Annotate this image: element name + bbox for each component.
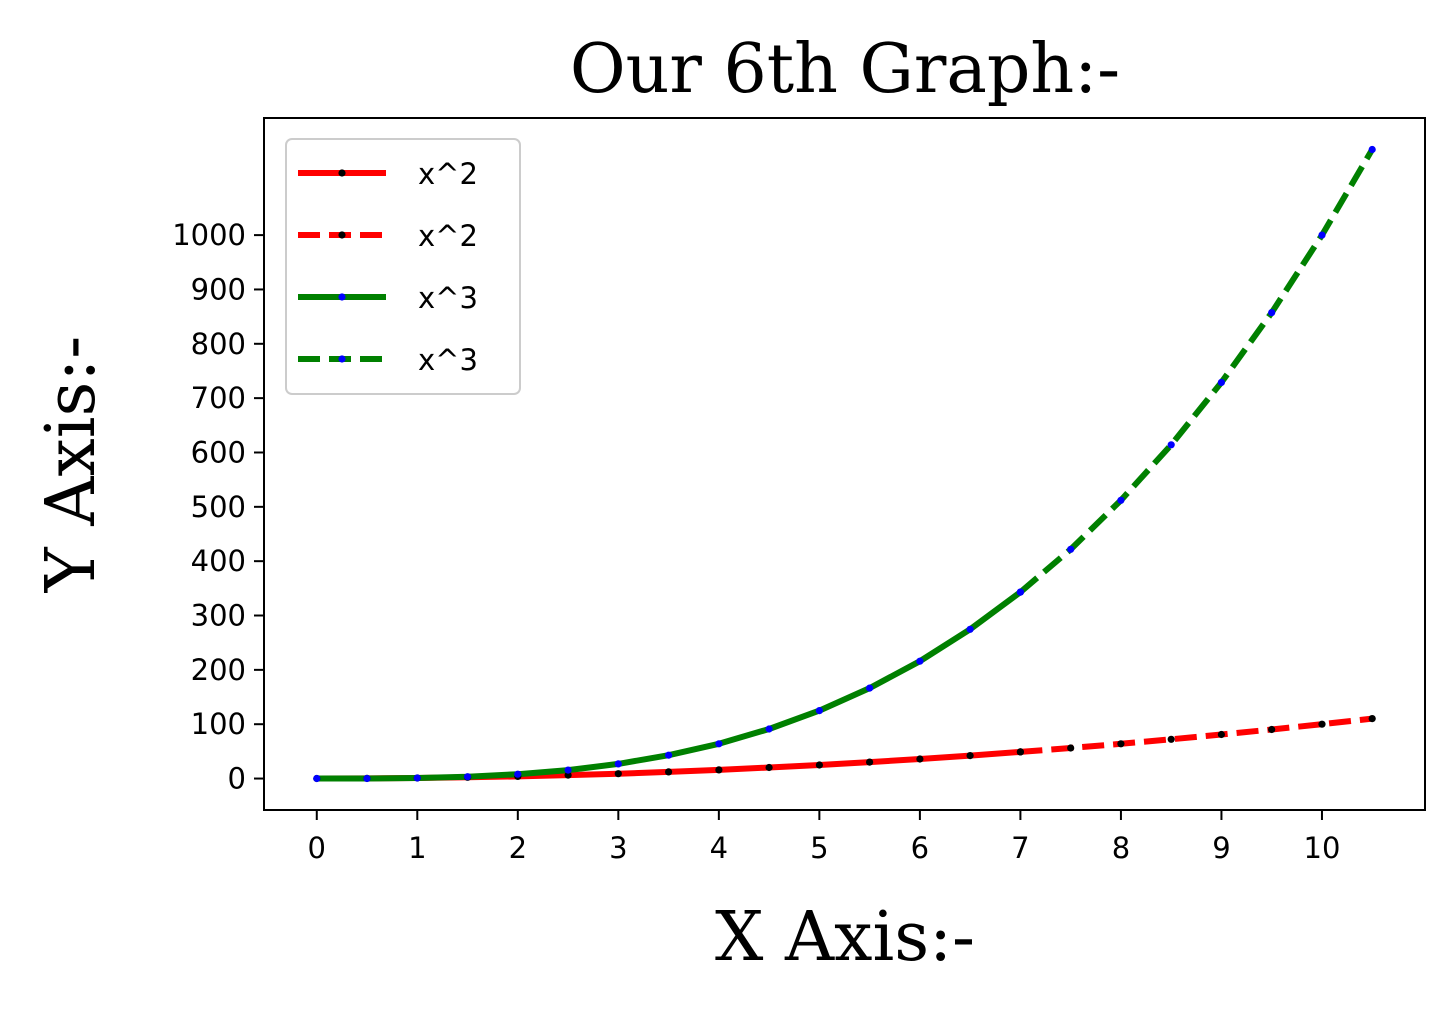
y-tick-label: 500 xyxy=(191,490,246,524)
x-tick-label: 0 xyxy=(308,831,326,865)
data-point-s1-3 xyxy=(1167,735,1175,743)
x-tick-label: 8 xyxy=(1112,831,1130,865)
data-point-s0-12 xyxy=(916,755,924,763)
y-tick-label: 800 xyxy=(191,327,246,361)
legend-label-3: x^3 xyxy=(418,343,478,377)
data-point-s2-2 xyxy=(413,774,421,782)
legend-marker-3 xyxy=(338,355,346,363)
data-point-s1-2 xyxy=(1117,740,1125,748)
data-point-s2-10 xyxy=(815,707,824,715)
data-point-s3-2 xyxy=(1117,496,1125,504)
data-point-s1-4 xyxy=(1217,730,1225,739)
y-tick-label: 900 xyxy=(191,272,246,306)
legend: x^2 x^2 x^3 x^3 xyxy=(285,138,521,395)
y-tick-label: 200 xyxy=(191,653,246,687)
x-axis-ticks: 0 1 2 3 4 5 6 7 8 9 10 xyxy=(308,810,1341,865)
data-point-s0-13 xyxy=(966,752,974,760)
data-point-s3-5 xyxy=(1268,309,1276,317)
y-tick-label: 400 xyxy=(191,544,246,578)
legend-label-1: x^2 xyxy=(418,219,478,253)
data-point-s1-7 xyxy=(1368,715,1376,723)
data-point-s3-1 xyxy=(1067,545,1075,553)
series-line-3 xyxy=(1018,147,1375,595)
y-tick-label: 600 xyxy=(191,435,246,469)
chart-title: Our 6th Graph:- xyxy=(570,30,1120,109)
x-tick-label: 2 xyxy=(509,831,527,865)
data-point-s2-9 xyxy=(765,725,773,733)
plot-frame xyxy=(263,117,1426,811)
x-tick-label: 10 xyxy=(1304,831,1341,865)
x-tick-label: 5 xyxy=(810,831,828,865)
data-point-s2-7 xyxy=(665,751,673,759)
data-point-s2-13 xyxy=(966,625,974,633)
y-tick-label: 700 xyxy=(191,381,246,415)
plot-area xyxy=(313,145,1376,783)
x-axis-label: X Axis:- xyxy=(715,898,975,977)
data-point-s2-5 xyxy=(564,766,572,774)
data-point-s0-5 xyxy=(564,771,572,779)
data-point-s3-0 xyxy=(1016,588,1024,596)
data-point-s0-10 xyxy=(815,761,824,769)
legend-marker-2 xyxy=(338,293,346,301)
x-tick-label: 1 xyxy=(408,831,426,865)
data-point-s3-3 xyxy=(1167,441,1175,449)
data-point-s3-4 xyxy=(1217,378,1225,386)
data-point-s3-7 xyxy=(1368,145,1376,154)
data-point-s0-9 xyxy=(765,763,773,772)
data-point-s0-8 xyxy=(715,766,723,774)
data-point-s1-5 xyxy=(1268,725,1276,734)
y-tick-label: 300 xyxy=(191,599,246,633)
series-line-1 xyxy=(1020,715,1373,755)
data-point-s1-1 xyxy=(1067,744,1075,752)
y-tick-label: 100 xyxy=(191,707,246,741)
y-tick-label: 0 xyxy=(228,762,246,796)
data-point-s1-6 xyxy=(1318,720,1326,728)
data-point-s2-12 xyxy=(916,657,924,665)
data-point-s2-4 xyxy=(514,770,522,778)
legend-box xyxy=(285,138,521,395)
data-point-s1-0 xyxy=(1016,748,1024,756)
x-tick-label: 7 xyxy=(1011,831,1029,865)
legend-label-0: x^2 xyxy=(418,157,478,191)
data-point-s2-11 xyxy=(866,684,874,692)
legend-marker-0 xyxy=(338,169,346,177)
series-line-2 xyxy=(316,589,1023,782)
data-point-s0-6 xyxy=(614,770,622,778)
data-point-s0-7 xyxy=(665,768,673,776)
data-point-s3-6 xyxy=(1318,231,1326,239)
data-point-s2-6 xyxy=(614,760,622,768)
x-tick-label: 3 xyxy=(609,831,627,865)
y-tick-label: 1000 xyxy=(172,218,246,252)
data-point-s2-1 xyxy=(363,774,371,783)
x-tick-label: 9 xyxy=(1212,831,1230,865)
data-point-s2-8 xyxy=(715,740,723,748)
legend-label-2: x^3 xyxy=(418,281,478,315)
y-axis-ticks: 0 100 200 300 400 500 600 700 800 900 1000 xyxy=(172,218,264,796)
legend-marker-1 xyxy=(338,231,346,239)
data-point-s2-3 xyxy=(464,773,472,781)
x-tick-label: 4 xyxy=(710,831,728,865)
data-point-s0-11 xyxy=(866,758,874,766)
data-point-s2-0 xyxy=(313,774,321,783)
x-tick-label: 6 xyxy=(911,831,929,865)
y-axis-label: Y Axis:- xyxy=(32,336,111,594)
